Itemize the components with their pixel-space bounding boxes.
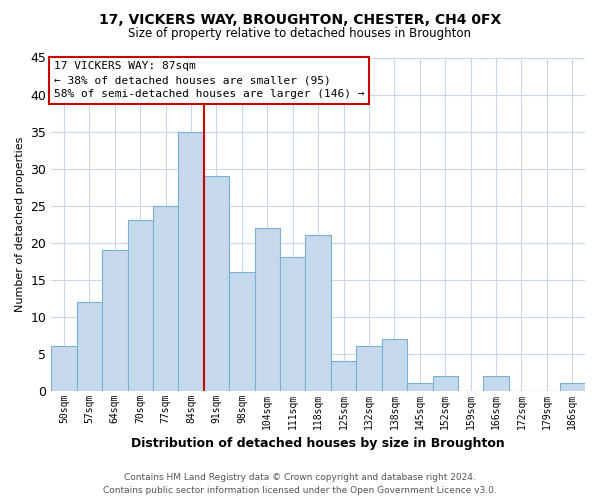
- Bar: [484, 376, 509, 390]
- Bar: [433, 376, 458, 390]
- Bar: [382, 339, 407, 390]
- Bar: [407, 383, 433, 390]
- Bar: [128, 220, 153, 390]
- Text: Contains public sector information licensed under the Open Government Licence v3: Contains public sector information licen…: [103, 486, 497, 495]
- Bar: [153, 206, 178, 390]
- Bar: [560, 383, 585, 390]
- Bar: [204, 176, 229, 390]
- Text: Contains HM Land Registry data © Crown copyright and database right 2024.: Contains HM Land Registry data © Crown c…: [124, 474, 476, 482]
- Y-axis label: Number of detached properties: Number of detached properties: [15, 136, 25, 312]
- Text: 17 VICKERS WAY: 87sqm
← 38% of detached houses are smaller (95)
58% of semi-deta: 17 VICKERS WAY: 87sqm ← 38% of detached …: [54, 61, 364, 99]
- X-axis label: Distribution of detached houses by size in Broughton: Distribution of detached houses by size …: [131, 437, 505, 450]
- Bar: [229, 272, 254, 390]
- Bar: [77, 302, 102, 390]
- Bar: [178, 132, 204, 390]
- Text: 17, VICKERS WAY, BROUGHTON, CHESTER, CH4 0FX: 17, VICKERS WAY, BROUGHTON, CHESTER, CH4…: [99, 12, 501, 26]
- Text: Size of property relative to detached houses in Broughton: Size of property relative to detached ho…: [128, 28, 472, 40]
- Bar: [51, 346, 77, 391]
- Bar: [280, 258, 305, 390]
- Bar: [356, 346, 382, 391]
- Bar: [331, 361, 356, 390]
- Bar: [102, 250, 128, 390]
- Bar: [305, 235, 331, 390]
- Bar: [254, 228, 280, 390]
